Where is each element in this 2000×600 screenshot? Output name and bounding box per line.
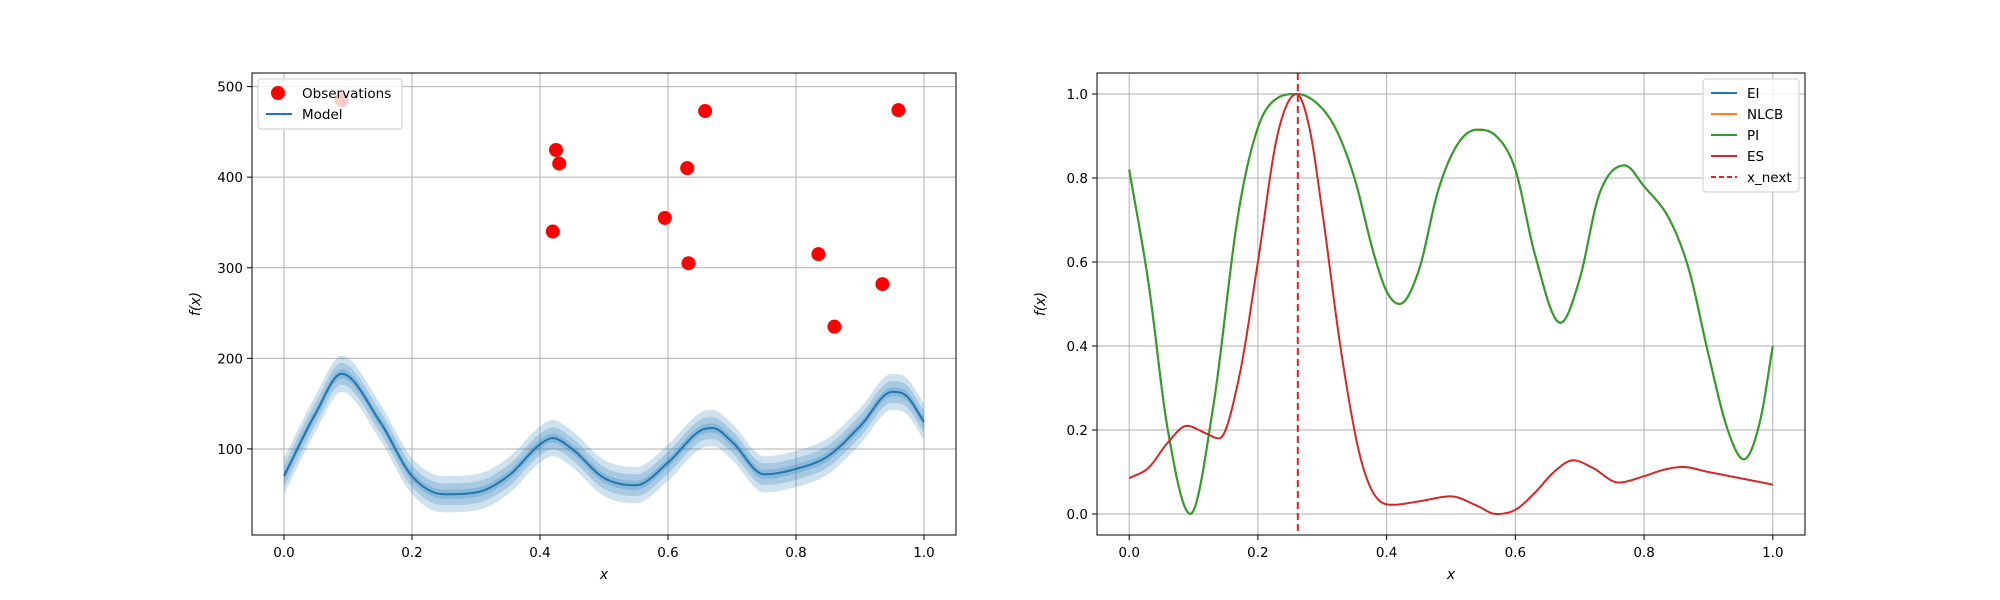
x-tick-label: 0.8: [1633, 545, 1654, 561]
legend-item: NLCB: [1711, 107, 1783, 123]
legend-label: Observations: [302, 86, 391, 102]
axes-frame: [1096, 72, 1806, 536]
legend-item: EI: [1711, 86, 1760, 102]
observation-point: [680, 161, 695, 176]
legend-marker: [271, 86, 285, 100]
y-axis-label: f(x): [1033, 292, 1049, 316]
series-line-pi: [1128, 92, 1774, 515]
x-tick-label: 0.2: [1247, 545, 1268, 561]
chart-panel-2: 0.0 0.2 0.4 0.6 0.8 1.0 0.0 0.2 0.4 0.6 0.8 1.0 x f(x…: [1033, 72, 1806, 583]
observation-point: [552, 156, 567, 171]
y-tick-label: 500: [217, 80, 243, 96]
observation-point: [549, 143, 563, 157]
y-tick-label: 1.0: [1067, 87, 1088, 103]
x-tick-label: 0.2: [401, 545, 422, 561]
series-line-model: [283, 372, 925, 496]
x-tick-label: 0.6: [1505, 545, 1526, 561]
observation-point: [657, 210, 672, 225]
observation-point: [875, 277, 890, 292]
y-tick-label: 0.2: [1067, 423, 1088, 439]
y-tick-label: 0.6: [1067, 255, 1088, 271]
legend-label: NLCB: [1747, 107, 1783, 123]
legend: Observations Model: [257, 78, 403, 130]
model-band-1: [284, 355, 924, 513]
x-tick-label: 1.0: [1762, 545, 1783, 561]
legend-label: Model: [302, 107, 343, 123]
plot-area: [1128, 73, 1774, 535]
x-tick-label: 0.8: [785, 545, 806, 561]
x-tick-label: 0.0: [1118, 545, 1139, 561]
observation-point: [545, 224, 560, 239]
legend-label: EI: [1747, 86, 1760, 102]
y-tick-label: 100: [217, 442, 243, 458]
legend-box: [257, 78, 403, 130]
series-line-es: [1128, 92, 1774, 516]
observation-point: [698, 104, 713, 119]
plot-area: [283, 93, 925, 513]
y-axis-label: f(x): [188, 292, 204, 316]
observation-point: [891, 103, 906, 118]
legend-item: ES: [1711, 149, 1764, 165]
observation-point: [827, 319, 842, 334]
legend-box: [1702, 78, 1800, 193]
legend-item: Observations: [271, 86, 391, 102]
chart-panel-1: 0.0 0.2 0.4 0.6 0.8 1.0 100 200 300 400 500 x f(x) Ob…: [188, 72, 957, 583]
x-tick-label: 1.0: [913, 545, 934, 561]
observation-point: [681, 256, 696, 271]
legend-item: PI: [1711, 128, 1759, 144]
legend-label: PI: [1747, 128, 1759, 144]
legend-label: ES: [1747, 149, 1764, 165]
y-tick-label: 200: [217, 351, 243, 367]
axes-frame: [251, 72, 957, 536]
y-tick-label: 300: [217, 261, 243, 277]
x-axis-label: x: [1446, 567, 1456, 583]
legend: EI NLCB PI ES x_next: [1702, 78, 1800, 193]
x-tick-label: 0.6: [657, 545, 678, 561]
y-tick-label: 400: [217, 170, 243, 186]
observation-point: [811, 247, 826, 262]
y-tick-label: 0.8: [1067, 171, 1088, 187]
y-tick-label: 0.0: [1067, 507, 1088, 523]
x-tick-label: 0.4: [1376, 545, 1397, 561]
legend-label: x_next: [1747, 170, 1792, 186]
x-axis-label: x: [599, 567, 609, 583]
x-tick-label: 0.0: [273, 545, 294, 561]
y-tick-label: 0.4: [1067, 339, 1088, 355]
model-band-2: [284, 362, 924, 506]
legend-item: Model: [266, 107, 343, 123]
legend-item: x_next: [1711, 170, 1792, 186]
x-tick-label: 0.4: [529, 545, 550, 561]
